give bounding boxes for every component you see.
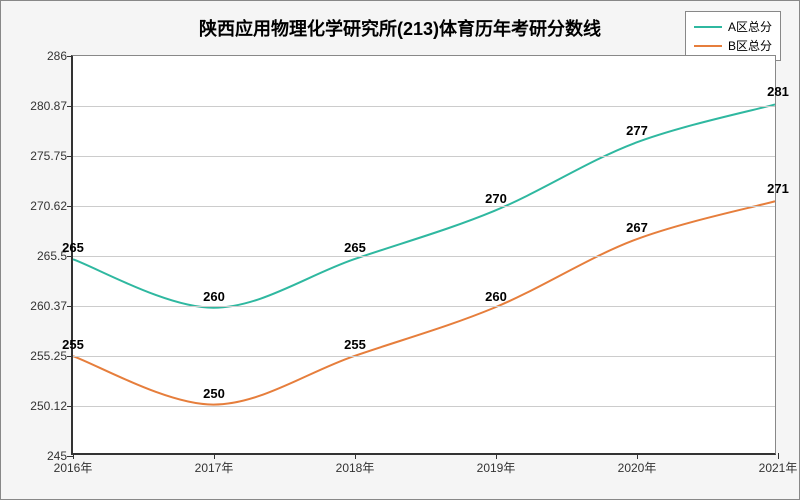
legend-item-b: B区总分 (694, 37, 772, 54)
y-tick (67, 106, 73, 107)
gridline (73, 406, 775, 407)
data-point-label: 265 (344, 240, 366, 255)
y-tick (67, 56, 73, 57)
gridline (73, 106, 775, 107)
chart-container: 陕西应用物理化学研究所(213)体育历年考研分数线 A区总分 B区总分 2452… (0, 0, 800, 500)
legend-swatch-b (694, 45, 722, 47)
y-tick (67, 306, 73, 307)
data-point-label: 281 (767, 84, 789, 99)
data-point-label: 271 (767, 181, 789, 196)
data-point-label: 255 (62, 337, 84, 352)
gridline (73, 156, 775, 157)
data-point-label: 260 (203, 289, 225, 304)
x-axis-label: 2016年 (54, 459, 93, 476)
series-svg (73, 56, 775, 453)
y-axis-label: 286 (47, 49, 67, 63)
data-point-label: 260 (485, 289, 507, 304)
y-axis-label: 270.62 (30, 199, 67, 213)
x-axis-label: 2018年 (336, 459, 375, 476)
x-axis-label: 2019年 (477, 459, 516, 476)
legend-box: A区总分 B区总分 (685, 11, 781, 61)
y-tick (67, 206, 73, 207)
chart-title: 陕西应用物理化学研究所(213)体育历年考研分数线 (1, 15, 799, 41)
y-axis-label: 275.75 (30, 149, 67, 163)
gridline (73, 256, 775, 257)
y-axis-label: 250.12 (30, 399, 67, 413)
y-tick (67, 156, 73, 157)
data-point-label: 265 (62, 240, 84, 255)
gridline (73, 356, 775, 357)
data-point-label: 277 (626, 123, 648, 138)
data-point-label: 267 (626, 220, 648, 235)
y-tick (67, 256, 73, 257)
data-point-label: 270 (485, 191, 507, 206)
y-tick (67, 356, 73, 357)
legend-swatch-a (694, 26, 722, 28)
legend-label-b: B区总分 (728, 37, 772, 54)
gridline (73, 306, 775, 307)
y-axis-label: 280.87 (30, 99, 67, 113)
legend-label-a: A区总分 (728, 18, 772, 35)
x-axis-label: 2021年 (759, 459, 798, 476)
gridline (73, 206, 775, 207)
data-point-label: 250 (203, 386, 225, 401)
x-axis-label: 2017年 (195, 459, 234, 476)
y-axis-label: 260.37 (30, 299, 67, 313)
data-point-label: 255 (344, 337, 366, 352)
y-tick (67, 406, 73, 407)
legend-item-a: A区总分 (694, 18, 772, 35)
x-axis-label: 2020年 (618, 459, 657, 476)
plot-area: 245250.12255.25260.37265.5270.62275.7528… (71, 55, 776, 455)
